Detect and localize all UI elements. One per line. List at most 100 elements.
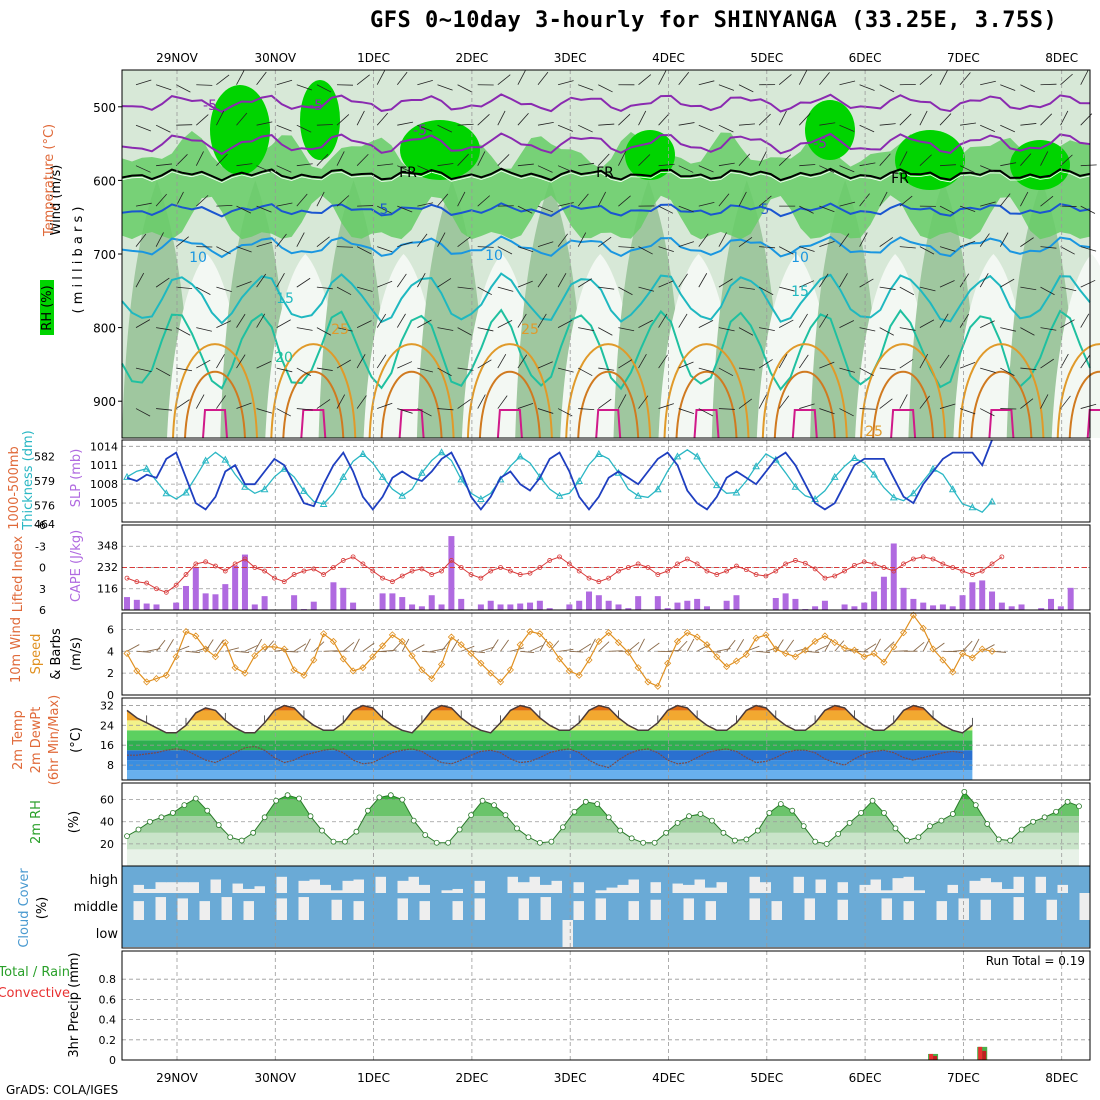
cape-bar [989,591,996,610]
wind-speed-marker [418,666,426,674]
upper-wind-barb [638,74,652,86]
upper-wind-barb [195,394,205,409]
cloud-high-bar [221,866,233,893]
cloud-high-bar [628,866,640,880]
precip-rain-bar [929,1053,934,1060]
cape-bar [507,604,514,610]
upper-wind-barb [1000,84,1016,91]
rh-marker [812,838,819,845]
wind-speed-marker [369,653,377,661]
upper-wind-barb [557,124,574,132]
upper-wind-barb [196,195,209,207]
upper-wind-barb [135,202,152,207]
cloud-low-bar [397,920,409,947]
cape-bar [930,605,937,610]
cloud-middle-bar [793,893,805,920]
cloud-middle-bar [375,893,387,920]
temp-band [127,770,973,780]
upper-wind-barb [216,246,231,255]
cloud-middle-bar [265,893,277,920]
cloud-high-bar [870,866,882,880]
rh-axis-label: RH (%) [40,285,55,330]
upper-wind-barb [999,232,1009,247]
wind-barbs-axis-label: & Barbs [49,628,64,680]
upper-wind-barb [959,165,975,173]
upper-wind-barb [839,233,850,247]
upper-wind-barb [859,124,875,133]
rh-marker [342,838,348,845]
cape-bar [821,600,828,610]
cloud-low-bar [628,920,640,947]
wind-speed-marker [428,675,436,683]
cloud-high-bar [573,866,585,883]
x-date-label-top: 3DEC [554,51,587,65]
wind-speed-marker [231,664,239,672]
upper-wind-barb [336,246,354,248]
upper-wind-barb [658,403,674,409]
cloud-high-bar [617,866,629,885]
upper-wind-barb [919,353,929,369]
upper-wind-barb [497,246,513,255]
cape-bar [654,596,661,610]
cloud-middle-bar [397,893,409,899]
upper-wind-barb [517,70,526,85]
upper-wind-barb [598,367,615,371]
wind-barb [205,639,214,652]
rh-marker [594,801,601,807]
wind-speed-marker [958,649,967,658]
cloud-high-bar [683,866,695,885]
upper-wind-barb [678,122,695,126]
upper-wind-barb [517,163,534,167]
cape-bar [1038,608,1045,610]
cloud-middle-bar [1057,893,1069,920]
wind-speed-marker [261,643,269,651]
upper-wind-barb [135,124,152,132]
upper-wind-barb [738,327,754,336]
upper-wind-barb [155,232,164,247]
cloud-high-bar [540,866,552,885]
rh-saturated-patch [400,120,480,180]
rh-saturated-patch [805,100,855,160]
cloud-high-bar [914,866,926,891]
lifted-index-marker [370,568,376,574]
upper-wind-barb [758,286,774,296]
upper-wind-barb [216,320,232,328]
lifted-index-marker [842,568,847,574]
cloud-middle-bar [1035,893,1047,920]
cape-bar [703,606,710,610]
upper-wind-barb [477,327,494,332]
rh-marker [1030,818,1037,825]
slp-tick-label: 1005 [90,497,118,510]
lifted-index-marker [655,572,661,577]
cape-bar [379,593,386,610]
cloud-high-bar [287,866,299,893]
wind-speed-marker [880,658,888,666]
contour-label: 5 [380,202,389,218]
wind-barb [411,644,425,652]
cloud-axis-label: Cloud Cover [17,868,32,948]
wind-speed-marker [457,641,465,649]
temp-contour-30 [282,370,345,439]
cape-bar [625,608,632,610]
upper-wind-barb [1020,367,1037,371]
rh-marker [192,795,199,802]
x-date-label-top: 7DEC [947,51,980,65]
cape-bar [202,593,209,610]
upper-wind-barb [356,286,373,292]
wind-barb [588,638,596,652]
cloud-middle-bar [166,893,178,920]
upper-wind-barb [176,327,191,336]
thickness-marker [162,489,171,497]
cloud-middle-bar [628,893,640,902]
rh-marker [204,807,211,814]
upper-wind-barb [336,151,345,166]
wind-speed-marker [496,678,505,686]
upper-wind-barb [738,153,751,166]
cloud-middle-bar [1068,893,1080,920]
cape-bar [192,567,199,610]
cloud-low-bar [232,920,244,947]
cloud-low-bar [936,920,948,947]
thickness-marker [241,482,249,490]
x-date-label-top: 1DEC [357,51,390,65]
rh-marker [972,802,979,809]
